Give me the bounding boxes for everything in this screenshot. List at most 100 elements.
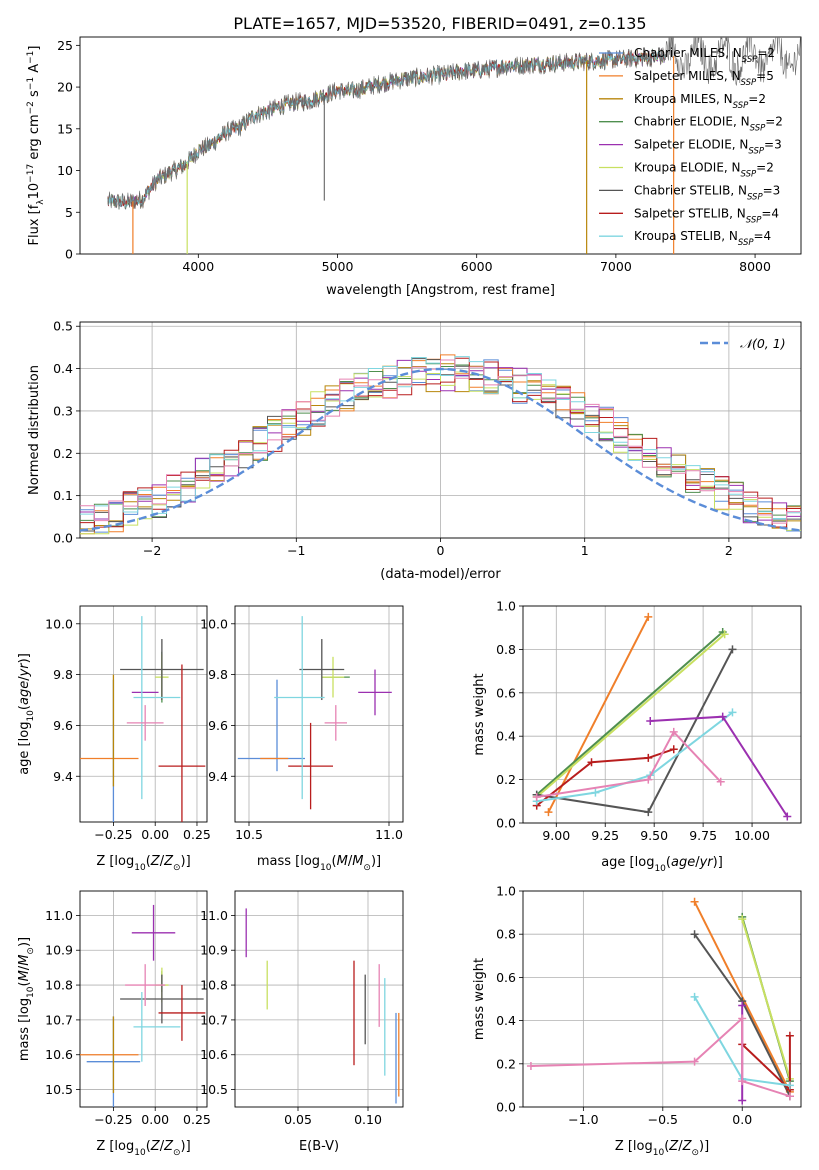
y-tick-label: 11.0 xyxy=(200,908,228,923)
y-tick-label: 0.4 xyxy=(53,361,73,376)
axes-frame xyxy=(79,36,802,255)
mass-weight-marker xyxy=(738,1096,747,1105)
y-tick-label: 9.6 xyxy=(208,718,228,733)
spectrum-xlabel: wavelength [Angstrom, rest frame] xyxy=(326,283,555,298)
y-tick-label: 0.2 xyxy=(496,772,516,787)
spectrum-plot-area xyxy=(107,37,801,254)
x-tick-label: 9.25 xyxy=(591,828,619,843)
mass-weight-marker xyxy=(738,915,747,924)
y-tick-label: 0.0 xyxy=(496,1100,516,1115)
y-tick-label: 15 xyxy=(57,121,73,136)
spectrum-data-line xyxy=(107,37,801,210)
errorbar-point xyxy=(120,974,204,1024)
y-tick-label: 10 xyxy=(57,163,73,178)
x-tick-label: 7000 xyxy=(600,259,632,274)
y-tick-label: 10.5 xyxy=(45,1082,73,1097)
spectrum-legend: Chabrier MILES, NSSP=2 Salpeter MILES, NS… xyxy=(599,46,783,248)
mass-weight-marker xyxy=(716,777,725,786)
mass-weight-marker xyxy=(738,1077,747,1086)
y-tick-label: 11.0 xyxy=(45,908,73,923)
mass-weight-marker xyxy=(644,775,653,784)
mass-weight-marker xyxy=(728,645,737,654)
y-tick-label: 0 xyxy=(65,247,73,262)
mass-weight-marker xyxy=(669,727,678,736)
age_vs_Z-ylabel: age [log10(age/yr)] xyxy=(17,653,36,775)
mass_weight_vs_age-plot-area xyxy=(532,612,792,821)
x-tick-label: 0.00 xyxy=(141,827,169,842)
x-tick-label: 2 xyxy=(725,543,733,558)
errorbar-point xyxy=(288,722,333,810)
x-tick-label: −0.5 xyxy=(648,1112,678,1127)
x-tick-label: 5000 xyxy=(322,259,354,274)
mass_weight_vs_age-ylabel: mass weight xyxy=(472,673,487,755)
mass-weight-marker xyxy=(544,808,553,817)
residual-histogram xyxy=(80,359,801,524)
y-tick-label: 10.0 xyxy=(45,616,73,631)
legend-entry: Salpeter ELODIE, NSSP=3 xyxy=(634,138,782,157)
legend-entry: Chabrier MILES, NSSP=2 xyxy=(634,46,775,65)
y-tick-label: 0.0 xyxy=(53,531,73,546)
legend-entry: Salpeter MILES, NSSP=5 xyxy=(634,69,774,88)
errorbar-point xyxy=(324,705,347,741)
mass-weight-marker xyxy=(720,630,729,639)
y-tick-label: 0.2 xyxy=(496,1056,516,1071)
x-tick-label: 0.25 xyxy=(183,827,211,842)
x-tick-label: 0.10 xyxy=(354,1112,382,1127)
mass-weight-marker xyxy=(646,717,655,726)
mass-weight-line xyxy=(741,918,791,1080)
residual-histogram xyxy=(80,357,801,528)
mass_vs_EBV-plot-area xyxy=(245,908,400,1104)
mass-weight-marker xyxy=(690,1057,699,1066)
y-tick-label: 5 xyxy=(65,205,73,220)
mass_vs_Z-xlabel: Z [log10(Z/Z⊙)] xyxy=(96,1139,190,1158)
residual-histogram xyxy=(80,371,801,535)
axes-frame xyxy=(522,605,802,824)
age_vs_mass-axes: 10.5 11.0 9.4 9.6 9.8 10.0 mass [log10(M/M⊙)] xyxy=(200,605,404,873)
legend-entry: Chabrier ELODIE, NSSP=2 xyxy=(634,115,783,134)
axes-frame xyxy=(79,321,802,539)
y-tick-label: 9.8 xyxy=(208,667,228,682)
x-tick-label: −1.0 xyxy=(568,1112,598,1127)
y-tick-label: 9.4 xyxy=(208,769,228,784)
x-tick-label: 8000 xyxy=(739,259,771,274)
legend-entry: Chabrier STELIB, NSSP=3 xyxy=(634,183,780,202)
y-tick-label: 0.2 xyxy=(53,446,73,461)
y-tick-label: 10.7 xyxy=(200,1012,228,1027)
x-tick-label: 9.50 xyxy=(640,828,668,843)
y-tick-label: 10.9 xyxy=(45,943,73,958)
mass-weight-marker xyxy=(690,897,699,906)
mass-weight-line xyxy=(693,901,791,1093)
legend-entry: 𝒩(0, 1) xyxy=(740,336,786,351)
mass-weight-marker xyxy=(783,812,792,821)
mass-weight-marker xyxy=(738,1014,747,1023)
y-tick-label: 0.4 xyxy=(496,729,516,744)
mass_weight_vs_age-xlabel: age [log10(age/yr)] xyxy=(601,855,723,874)
y-tick-label: 10.7 xyxy=(45,1012,73,1027)
age_vs_Z-xlabel: Z [log10(Z/Z⊙)] xyxy=(96,854,190,873)
errorbar-point xyxy=(321,656,345,698)
y-tick-label: 9.6 xyxy=(53,718,73,733)
gaussian-curve xyxy=(80,367,801,532)
mass-weight-marker xyxy=(785,1081,794,1090)
mass-weight-line xyxy=(547,616,650,813)
y-tick-label: 20 xyxy=(57,80,73,95)
y-tick-label: 0.0 xyxy=(496,816,516,831)
y-tick-label: 1.0 xyxy=(496,884,516,899)
x-tick-label: 0.05 xyxy=(284,1112,312,1127)
errorbar-point xyxy=(358,669,392,716)
y-tick-label: 0.3 xyxy=(53,403,73,418)
y-tick-label: 9.4 xyxy=(53,769,73,784)
residual-histogram xyxy=(80,363,801,530)
x-tick-label: 0.0 xyxy=(732,1112,752,1127)
errorbar-point xyxy=(158,985,206,1041)
mass-weight-marker xyxy=(532,792,541,801)
mass-weight-marker xyxy=(728,708,737,717)
y-tick-label: 10.8 xyxy=(45,978,73,993)
mass-weight-marker xyxy=(526,1061,535,1070)
residuals-ylabel: Normed distribution xyxy=(27,365,42,495)
errorbar-point xyxy=(131,904,176,961)
x-tick-label: 10.5 xyxy=(235,827,263,842)
mass-weight-line xyxy=(536,730,722,798)
mass-weight-marker xyxy=(785,1031,794,1040)
